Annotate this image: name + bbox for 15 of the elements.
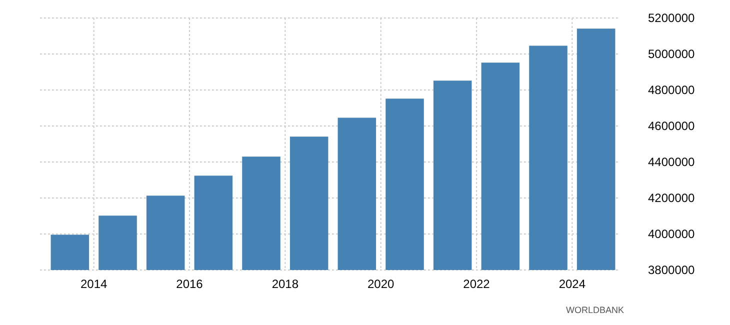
y-tick-label: 5200000 [648, 11, 696, 25]
y-tick-label: 4400000 [648, 155, 696, 169]
y-tick-label: 4600000 [648, 119, 696, 133]
y-tick-label: 4200000 [648, 191, 696, 205]
y-tick-label: 5000000 [648, 47, 696, 61]
x-tick-label: 2014 [80, 277, 108, 291]
y-tick-label: 4800000 [648, 83, 696, 97]
y-tick-label: 3800000 [648, 263, 696, 277]
x-tick-label: 2024 [558, 277, 586, 291]
x-tick-label: 2018 [272, 277, 299, 291]
x-tick-label: 2016 [176, 277, 204, 291]
text: WORLDBANK [566, 305, 624, 315]
x-tick-label: 2022 [463, 277, 490, 291]
x-tick-label: 2020 [367, 277, 395, 291]
y-tick-label: 4000000 [648, 227, 696, 241]
